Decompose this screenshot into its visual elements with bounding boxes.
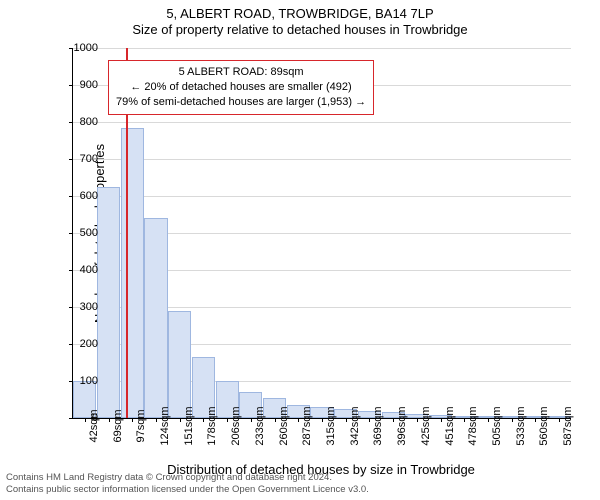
y-tick-label: 500 bbox=[68, 227, 98, 239]
y-tick-label: 900 bbox=[68, 79, 98, 91]
x-tick-label: 533sqm bbox=[515, 406, 527, 445]
annotation-line-2: ← 20% of detached houses are smaller (49… bbox=[116, 80, 366, 95]
x-tick-label: 425sqm bbox=[420, 406, 432, 445]
chart-subtitle: Size of property relative to detached ho… bbox=[0, 22, 600, 37]
histogram-bar bbox=[168, 311, 191, 418]
x-tick-label: 97sqm bbox=[135, 409, 147, 442]
annotation-box: 5 ALBERT ROAD: 89sqm ← 20% of detached h… bbox=[108, 60, 374, 115]
x-tick-label: 560sqm bbox=[538, 406, 550, 445]
y-tick-label: 700 bbox=[68, 153, 98, 165]
annotation-line-1: 5 ALBERT ROAD: 89sqm bbox=[116, 65, 366, 80]
y-tick-label: 400 bbox=[68, 264, 98, 276]
chart-title: 5, ALBERT ROAD, TROWBRIDGE, BA14 7LP bbox=[0, 6, 600, 21]
y-tick-label: 1000 bbox=[68, 42, 98, 54]
x-tick-label: 206sqm bbox=[230, 406, 242, 445]
x-tick-label: 42sqm bbox=[88, 409, 100, 442]
x-tick-label: 369sqm bbox=[372, 406, 384, 445]
x-tick-label: 151sqm bbox=[183, 406, 195, 445]
x-tick-label: 260sqm bbox=[278, 406, 290, 445]
x-tick-label: 69sqm bbox=[112, 409, 124, 442]
x-tick-label: 396sqm bbox=[396, 406, 408, 445]
x-tick-label: 315sqm bbox=[325, 406, 337, 445]
x-tick-label: 178sqm bbox=[206, 406, 218, 445]
y-tick-label: 100 bbox=[68, 375, 98, 387]
footer-attribution: Contains HM Land Registry data © Crown c… bbox=[6, 472, 369, 496]
histogram-bar bbox=[144, 218, 167, 418]
y-tick-label: 800 bbox=[68, 116, 98, 128]
histogram-bar bbox=[97, 187, 120, 418]
x-tick-label: 505sqm bbox=[491, 406, 503, 445]
x-tick-label: 478sqm bbox=[467, 406, 479, 445]
x-tick-label: 342sqm bbox=[349, 406, 361, 445]
x-tick-label: 124sqm bbox=[159, 406, 171, 445]
y-tick-label: 300 bbox=[68, 301, 98, 313]
x-tick-label: 451sqm bbox=[444, 406, 456, 445]
x-tick-label: 587sqm bbox=[562, 406, 574, 445]
annotation-line-3: 79% of semi-detached houses are larger (… bbox=[116, 95, 366, 110]
histogram-bar bbox=[121, 128, 144, 418]
x-tick-label: 287sqm bbox=[301, 406, 313, 445]
y-tick-label: 200 bbox=[68, 338, 98, 350]
x-tick-label: 233sqm bbox=[254, 406, 266, 445]
y-tick-label: 600 bbox=[68, 190, 98, 202]
